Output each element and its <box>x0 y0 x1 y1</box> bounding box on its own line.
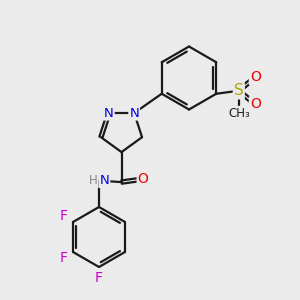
Text: CH₃: CH₃ <box>228 107 250 120</box>
Text: H: H <box>88 174 98 187</box>
Text: O: O <box>138 172 148 186</box>
Text: F: F <box>59 209 67 223</box>
Text: S: S <box>234 83 244 98</box>
Text: F: F <box>59 251 67 265</box>
Text: F: F <box>95 272 103 285</box>
Text: N: N <box>104 106 114 119</box>
Text: N: N <box>129 106 139 119</box>
Text: N: N <box>100 174 109 187</box>
Text: O: O <box>250 70 261 84</box>
Text: O: O <box>250 97 261 111</box>
